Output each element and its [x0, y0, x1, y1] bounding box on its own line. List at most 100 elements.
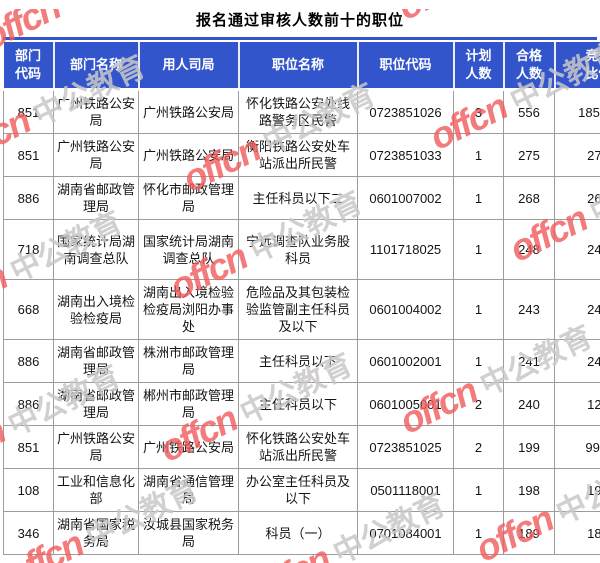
cell-dept_code: 886: [4, 177, 54, 220]
cell-dept_code: 851: [4, 134, 54, 177]
cell-planned: 1: [454, 469, 504, 512]
cell-qualified: 241: [504, 340, 555, 383]
cell-ratio: 248: [555, 220, 600, 280]
column-header-dept_code: 部门 代码: [4, 42, 54, 90]
cell-position_name: 怀化铁路公安处线路警务区民警: [239, 90, 358, 134]
cell-dept_name: 湖南省邮政管理局: [54, 340, 139, 383]
cell-planned: 1: [454, 134, 504, 177]
cell-position_name: 主任科员以下二: [239, 177, 358, 220]
cell-dept_code: 886: [4, 340, 54, 383]
cell-qualified: 240: [504, 383, 555, 426]
cell-ratio: 268: [555, 177, 600, 220]
column-header-ratio: 竞争 比例: [555, 42, 600, 90]
cell-dept_name: 湖南省邮政管理局: [54, 383, 139, 426]
cell-position_name: 宁远调查队业务股科员: [239, 220, 358, 280]
cell-bureau: 湖南出入境检验检疫局浏阳办事处: [139, 280, 239, 340]
cell-position_name: 办公室主任科员及以下: [239, 469, 358, 512]
cell-bureau: 广州铁路公安局: [139, 426, 239, 469]
cell-position_name: 主任科员以下: [239, 383, 358, 426]
cell-bureau: 广州铁路公安局: [139, 134, 239, 177]
cell-planned: 2: [454, 383, 504, 426]
cell-dept_name: 广州铁路公安局: [54, 426, 139, 469]
cell-ratio: 198: [555, 469, 600, 512]
cell-position_code: 0601005001: [358, 383, 454, 426]
cell-dept_name: 湖南省邮政管理局: [54, 177, 139, 220]
cell-position_code: 0601007002: [358, 177, 454, 220]
cell-planned: 1: [454, 220, 504, 280]
cell-position_name: 科员（一）: [239, 512, 358, 555]
cell-position_name: 怀化铁路公安处车站派出所民警: [239, 426, 358, 469]
cell-dept_code: 718: [4, 220, 54, 280]
cell-ratio: 189: [555, 512, 600, 555]
column-header-position_code: 职位代码: [358, 42, 454, 90]
cell-qualified: 199: [504, 426, 555, 469]
cell-ratio: 243: [555, 280, 600, 340]
cell-qualified: 198: [504, 469, 555, 512]
cell-planned: 1: [454, 512, 504, 555]
cell-planned: 1: [454, 340, 504, 383]
cell-dept_name: 广州铁路公安局: [54, 90, 139, 134]
cell-dept_code: 108: [4, 469, 54, 512]
cell-qualified: 556: [504, 90, 555, 134]
cell-bureau: 广州铁路公安局: [139, 90, 239, 134]
cell-ratio: 120: [555, 383, 600, 426]
cell-ratio: 185.33: [555, 90, 600, 134]
cell-position_code: 0723851025: [358, 426, 454, 469]
cell-position_code: 0701084001: [358, 512, 454, 555]
cell-position_code: 0723851026: [358, 90, 454, 134]
cell-qualified: 248: [504, 220, 555, 280]
column-header-position_name: 职位名称: [239, 42, 358, 90]
cell-qualified: 189: [504, 512, 555, 555]
cell-position_code: 0501118001: [358, 469, 454, 512]
cell-bureau: 株洲市邮政管理局: [139, 340, 239, 383]
column-header-dept_name: 部门名称: [54, 42, 139, 90]
cell-qualified: 275: [504, 134, 555, 177]
cell-ratio: 99.5: [555, 426, 600, 469]
cell-dept_code: 346: [4, 512, 54, 555]
cell-dept_code: 886: [4, 383, 54, 426]
column-header-qualified: 合格 人数: [504, 42, 555, 90]
cell-position_name: 危险品及其包装检验监管副主任科员及以下: [239, 280, 358, 340]
table-top-border: [3, 37, 597, 40]
cell-dept_name: 湖南出入境检验检疫局: [54, 280, 139, 340]
cell-planned: 1: [454, 280, 504, 340]
cell-bureau: 怀化市邮政管理局: [139, 177, 239, 220]
cell-bureau: 汝城县国家税务局: [139, 512, 239, 555]
cell-position_code: 1101718025: [358, 220, 454, 280]
cell-qualified: 243: [504, 280, 555, 340]
cell-dept_name: 湖南省国家税务局: [54, 512, 139, 555]
cell-planned: 3: [454, 90, 504, 134]
column-header-bureau: 用人司局: [139, 42, 239, 90]
cell-position_name: 主任科员以下: [239, 340, 358, 383]
cell-bureau: 国家统计局湖南调查总队: [139, 220, 239, 280]
cell-position_code: 0601002001: [358, 340, 454, 383]
cell-dept_code: 851: [4, 90, 54, 134]
cell-qualified: 268: [504, 177, 555, 220]
cell-dept_name: 国家统计局湖南调查总队: [54, 220, 139, 280]
cell-bureau: 湖南省通信管理局: [139, 469, 239, 512]
cell-planned: 1: [454, 177, 504, 220]
cell-position_code: 0723851033: [358, 134, 454, 177]
cell-ratio: 275: [555, 134, 600, 177]
cell-bureau: 郴州市邮政管理局: [139, 383, 239, 426]
column-header-planned: 计划 人数: [454, 42, 504, 90]
cell-position_code: 0601004002: [358, 280, 454, 340]
cell-dept_code: 668: [4, 280, 54, 340]
cell-dept_name: 广州铁路公安局: [54, 134, 139, 177]
page-title: 报名通过审核人数前十的职位: [0, 9, 600, 30]
cell-planned: 2: [454, 426, 504, 469]
cell-ratio: 241: [555, 340, 600, 383]
